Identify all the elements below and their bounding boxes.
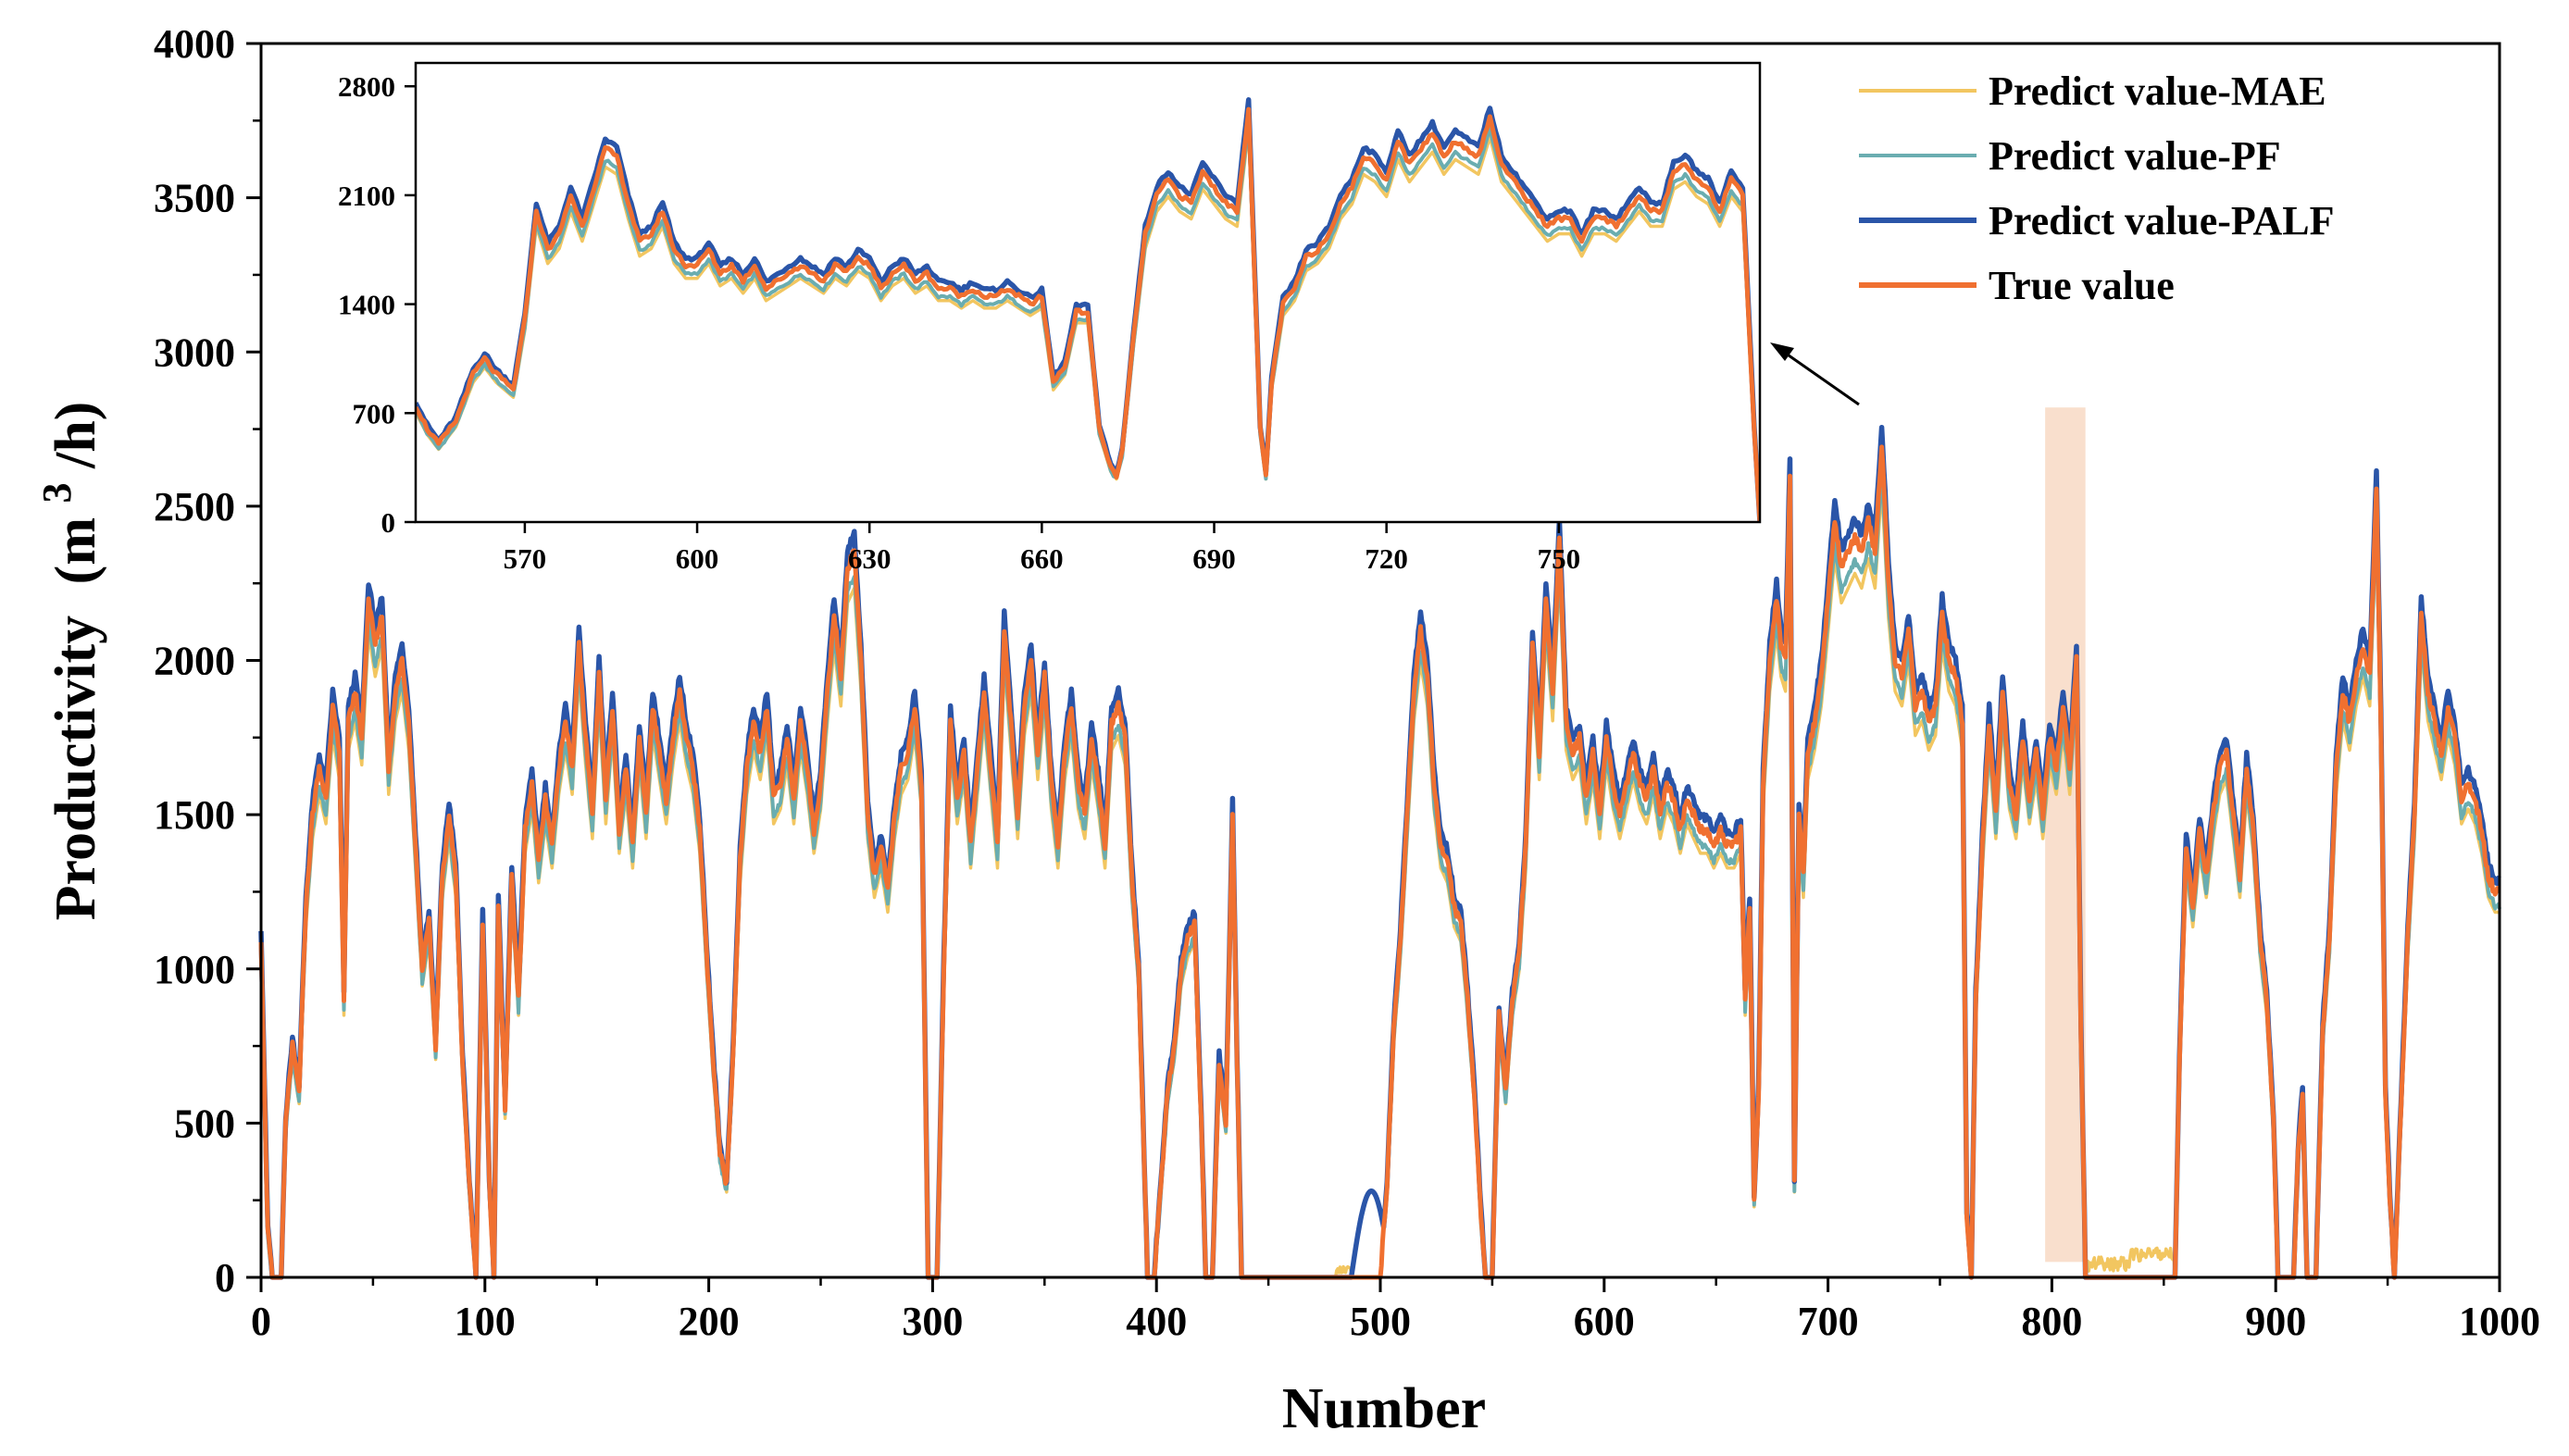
inset-x-tick-label: 690 — [1192, 542, 1236, 575]
y-tick-label: 4000 — [154, 21, 235, 67]
y-axis-unit-close: /h) — [44, 402, 107, 469]
inset-x-tick-label: 630 — [848, 542, 892, 575]
inset-series-group — [416, 97, 1760, 522]
y-axis-unit-sup: 3 — [34, 483, 80, 504]
y-tick-label: 1500 — [154, 792, 235, 838]
inset-x-tick-label: 750 — [1538, 542, 1581, 575]
inset-y-tick-label: 1400 — [338, 289, 395, 321]
inset-background — [416, 63, 1760, 522]
y-tick-label: 3000 — [154, 330, 235, 375]
y-axis-unit-open: (m — [44, 517, 107, 584]
inset-x-tick-label: 600 — [676, 542, 719, 575]
inset-y-tick-label: 0 — [381, 506, 396, 539]
legend-label-true: True value — [1989, 263, 2175, 308]
inset-plot-frame — [414, 61, 1762, 524]
main-axis-ticks: 0 100 200 300 400 500 600 700 800 900 1000 0 500 1000… — [154, 21, 2540, 1344]
y-axis-title-group: Productivity (m 3 /h) — [20, 402, 107, 921]
y-tick-label: 0 — [215, 1255, 235, 1300]
y-tick-label: 1000 — [154, 947, 235, 992]
x-tick-label: 300 — [902, 1299, 963, 1344]
inset-y-tick-label: 700 — [353, 397, 396, 429]
x-tick-label: 600 — [1574, 1299, 1635, 1344]
inset-axis-ticks: 570 600 630 660 690 720 750 0 700 1400 2100 2800 — [338, 70, 1580, 575]
legend-label-pf: Predict value-PF — [1989, 133, 2281, 179]
y-tick-label: 500 — [174, 1101, 235, 1146]
legend: Predict value-MAE Predict value-PF Predi… — [1859, 68, 2335, 308]
x-tick-label: 700 — [1798, 1299, 1859, 1344]
y-tick-label: 3500 — [154, 176, 235, 221]
inset-x-tick-label: 570 — [504, 542, 547, 575]
y-tick-label: 2500 — [154, 484, 235, 529]
legend-label-mae: Predict value-MAE — [1989, 68, 2326, 114]
x-tick-label: 0 — [251, 1299, 271, 1344]
x-tick-label: 400 — [1126, 1299, 1187, 1344]
x-tick-label: 900 — [2245, 1299, 2306, 1344]
y-axis-title: Productivity (m 3 /h) — [20, 402, 107, 921]
x-tick-label: 100 — [455, 1299, 516, 1344]
inset-y-tick-label: 2100 — [338, 180, 395, 212]
inset-x-tick-label: 720 — [1365, 542, 1408, 575]
x-tick-label: 500 — [1350, 1299, 1411, 1344]
x-tick-label: 800 — [2021, 1299, 2082, 1344]
legend-label-palf: Predict value-PALF — [1989, 198, 2335, 243]
x-axis-title: Number — [1282, 1377, 1486, 1440]
zoom-arrow — [1770, 342, 1860, 406]
x-tick-label: 1000 — [2459, 1299, 2540, 1344]
x-tick-label: 200 — [679, 1299, 740, 1344]
inset-y-tick-label: 2800 — [338, 70, 395, 103]
inset-x-tick-label: 660 — [1020, 542, 1064, 575]
inset-line-true — [416, 106, 1760, 522]
y-tick-label: 2000 — [154, 639, 235, 684]
y-axis-title-text: Productivity — [44, 616, 107, 921]
